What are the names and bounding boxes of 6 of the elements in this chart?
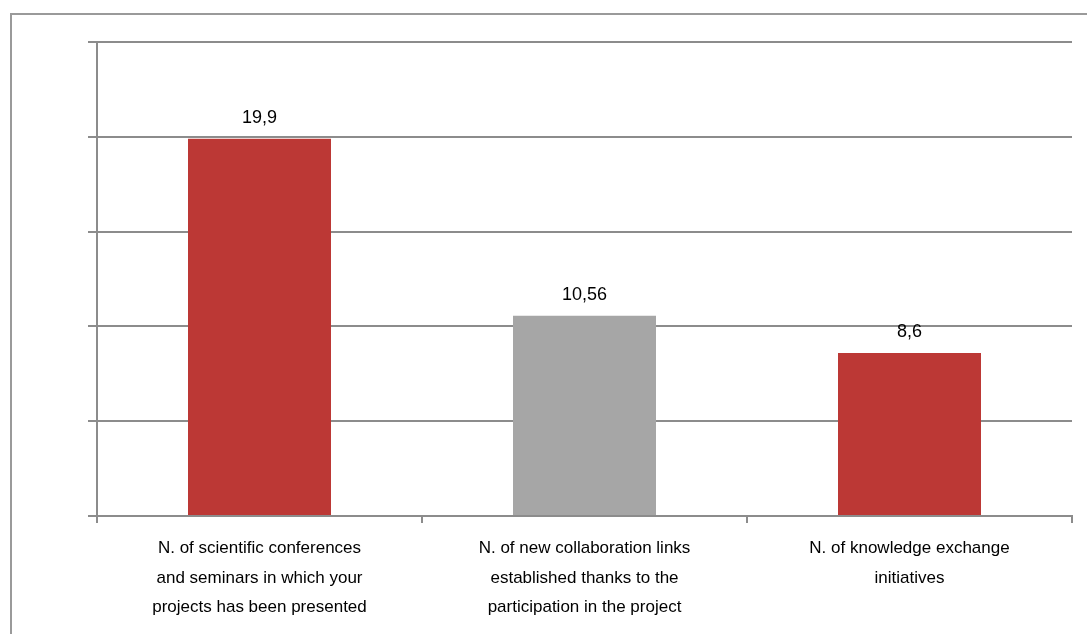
- x-tick-label: N. of knowledge exchange initiatives: [809, 537, 1010, 587]
- x-tick-label: N. of scientific conferences and seminars in which your projects has been presented: [152, 537, 367, 617]
- data-label: 8,6: [896, 320, 923, 341]
- data-label: 19,9: [241, 106, 278, 127]
- data-label: 10,56: [561, 283, 608, 304]
- x-tick-label: N. of new collaboration links established thanks to the participation in the project: [478, 537, 691, 617]
